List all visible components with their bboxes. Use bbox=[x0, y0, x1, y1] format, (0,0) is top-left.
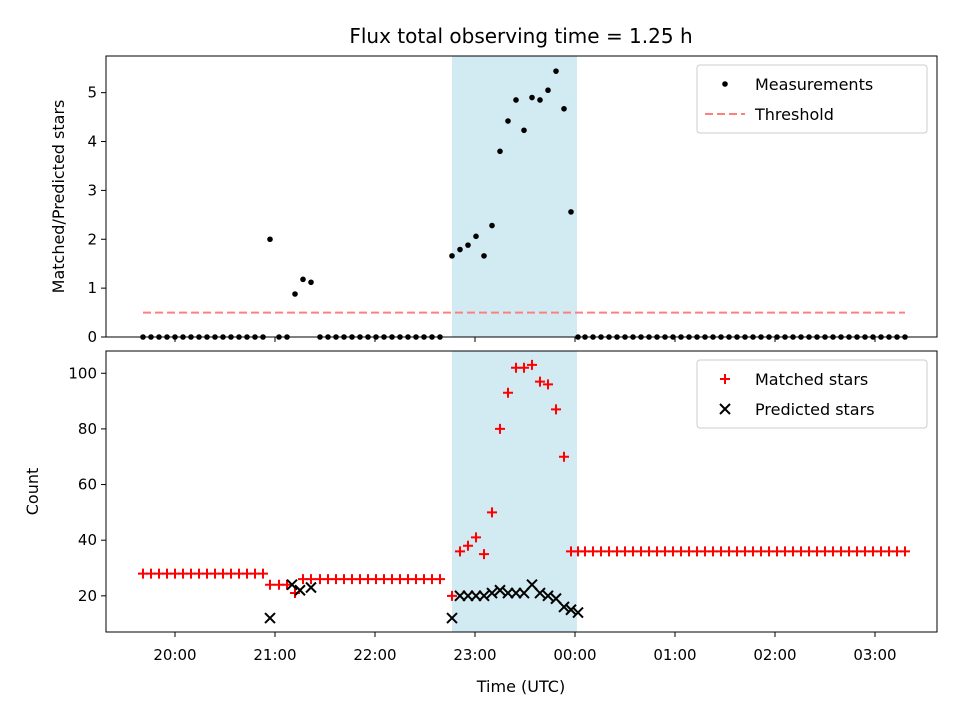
x-axis-label: Time (UTC) bbox=[476, 677, 565, 696]
measurement-point bbox=[308, 279, 314, 286]
plot-frame bbox=[105, 350, 938, 633]
x-tick-label: 00:00 bbox=[553, 646, 596, 664]
predicted-star-point bbox=[534, 587, 546, 599]
predicted-star-point bbox=[305, 581, 317, 594]
legend-marker bbox=[719, 403, 731, 415]
y-tick-label: 60 bbox=[78, 476, 97, 494]
predicted-star-point bbox=[294, 584, 306, 596]
matched-star-point bbox=[535, 376, 545, 387]
matched-star-point bbox=[463, 540, 473, 551]
measurement-point bbox=[521, 127, 527, 134]
x-tick-label: 23:00 bbox=[453, 646, 496, 664]
measurement-point bbox=[545, 87, 551, 94]
predicted-star-point bbox=[494, 584, 506, 596]
y-tick-label: 4 bbox=[87, 133, 97, 151]
measurement-point bbox=[267, 236, 273, 243]
matched-star-point bbox=[282, 579, 292, 590]
predicted-star-point bbox=[572, 606, 584, 619]
predicted-star-point bbox=[286, 578, 298, 591]
measurement-point bbox=[473, 233, 479, 240]
measurement-point bbox=[505, 118, 511, 124]
measurement-point bbox=[449, 253, 455, 259]
measurement-point bbox=[497, 148, 503, 155]
observing-window-band bbox=[452, 56, 577, 337]
series-predicted-stars bbox=[264, 578, 584, 624]
y-axis-label: Count bbox=[23, 468, 42, 516]
matched-star-point bbox=[435, 574, 445, 585]
matched-star-point bbox=[258, 568, 268, 579]
predicted-star-point bbox=[478, 590, 490, 602]
measurement-point bbox=[489, 222, 495, 229]
legend-box bbox=[696, 64, 928, 134]
matched-star-point bbox=[306, 574, 316, 585]
y-tick-label: 5 bbox=[87, 84, 97, 102]
predicted-star-point bbox=[264, 612, 276, 624]
legend-label: Matched stars bbox=[755, 370, 868, 389]
matched-star-point bbox=[495, 423, 505, 434]
y-tick-label: 100 bbox=[68, 364, 97, 382]
measurement-point bbox=[465, 242, 471, 248]
panels: 0 1 2 3 4 5 Matched/Predicted stars Measurement… bbox=[23, 55, 938, 664]
observing-window-band bbox=[452, 351, 577, 632]
matched-star-point bbox=[479, 549, 489, 560]
plot-frame bbox=[105, 55, 938, 338]
matched-star-point bbox=[487, 507, 497, 518]
legend: Measurements Threshold bbox=[696, 64, 928, 134]
y-axis-label: Matched/Predicted stars bbox=[49, 100, 68, 294]
y-tick-label: 1 bbox=[87, 279, 97, 297]
x-tick-label: 20:00 bbox=[153, 646, 196, 664]
measurement-point bbox=[457, 246, 463, 253]
y-tick-label: 80 bbox=[78, 420, 97, 438]
matched-star-point bbox=[447, 590, 457, 601]
matched-star-point bbox=[471, 532, 481, 543]
matched-star-point bbox=[559, 451, 569, 462]
legend-label: Measurements bbox=[755, 75, 873, 94]
predicted-star-point bbox=[486, 587, 498, 599]
panel-2: 20 40 60 80 100 20:00 21:00 22:00 23:00 00:00 01:0… bbox=[23, 350, 938, 664]
chart-title: Flux total observing time = 1.25 h bbox=[349, 24, 692, 48]
y-tick-label: 2 bbox=[87, 230, 97, 248]
x-tick-label: 22:00 bbox=[353, 646, 396, 664]
measurement-point bbox=[300, 276, 306, 283]
panel-1: 0 1 2 3 4 5 Matched/Predicted stars Measurement… bbox=[49, 55, 938, 346]
x-tick-label: 01:00 bbox=[653, 646, 696, 664]
x-tick-label: 21:00 bbox=[253, 646, 296, 664]
predicted-star-point bbox=[558, 601, 570, 613]
y-tick-label: 20 bbox=[78, 587, 97, 605]
measurement-point bbox=[513, 97, 519, 103]
legend-label: Threshold bbox=[754, 105, 834, 124]
y-tick-label: 3 bbox=[87, 181, 97, 199]
matched-star-point bbox=[265, 579, 275, 590]
matched-star-point bbox=[551, 404, 561, 415]
measurement-point bbox=[537, 97, 543, 103]
matched-star-point bbox=[503, 387, 513, 398]
series-measurements bbox=[140, 68, 908, 340]
x-tick-label: 03:00 bbox=[853, 646, 896, 664]
legend: Matched stars Predicted stars bbox=[696, 359, 928, 429]
predicted-star-point bbox=[446, 612, 458, 624]
predicted-star-point bbox=[542, 590, 554, 602]
matched-star-point bbox=[527, 359, 537, 370]
measurement-point bbox=[481, 253, 487, 259]
legend-marker bbox=[722, 81, 728, 87]
legend-box bbox=[696, 359, 928, 429]
series-matched-stars bbox=[138, 359, 910, 601]
matched-star-point bbox=[900, 546, 910, 557]
measurement-point bbox=[292, 291, 298, 297]
matched-star-point bbox=[455, 546, 465, 557]
matched-star-point bbox=[543, 379, 553, 390]
x-tick-label: 02:00 bbox=[753, 646, 796, 664]
legend-marker bbox=[720, 374, 730, 384]
measurement-point bbox=[553, 68, 559, 74]
measurement-point bbox=[568, 209, 574, 215]
matched-star-point bbox=[519, 362, 529, 373]
y-tick-label: 0 bbox=[87, 328, 97, 346]
legend-label: Predicted stars bbox=[755, 400, 875, 419]
y-tick-label: 40 bbox=[78, 531, 97, 549]
measurement-point bbox=[561, 105, 567, 112]
predicted-star-point bbox=[565, 604, 577, 616]
measurement-point bbox=[529, 94, 535, 101]
